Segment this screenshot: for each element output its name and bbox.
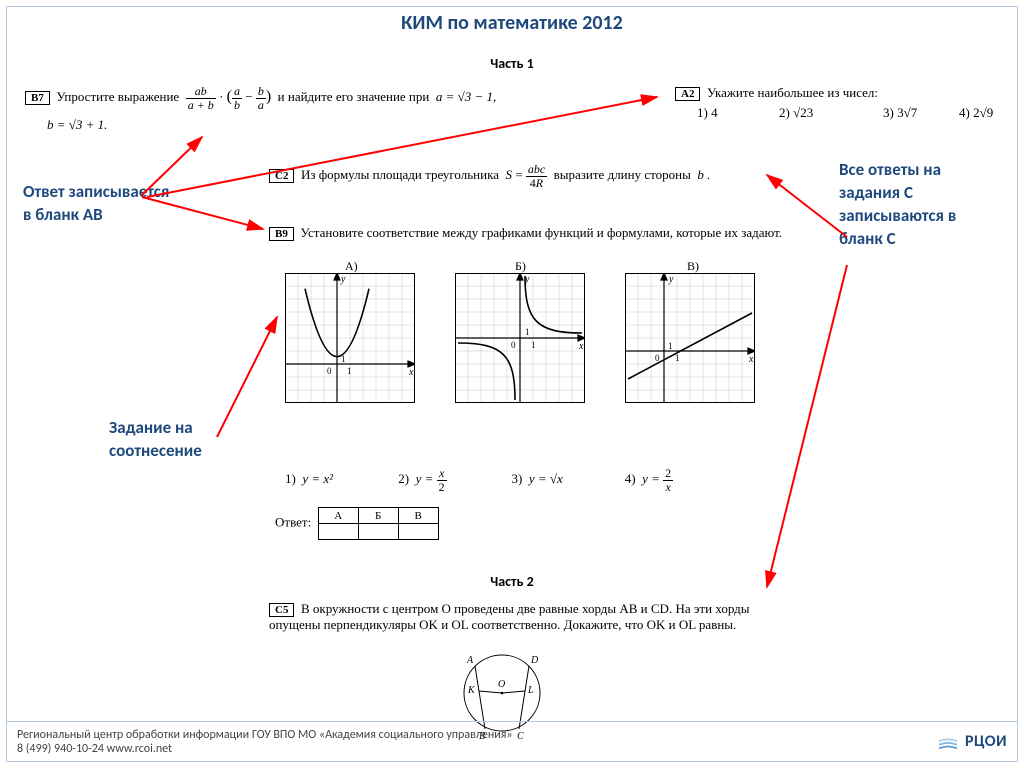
b7-text1: Упростите выражение [56,89,179,104]
annot-left2: Задание на соотнесение [109,417,279,463]
svg-text:O: O [498,679,505,690]
a2-o1: 1) 4 [697,105,718,121]
a2-block: А2 Укажите наибольшее из чисел: [675,85,878,101]
c5-block: С5 В окружности с центром O проведены дв… [269,601,779,633]
a2-o4: 4) 2√9 [959,105,993,121]
svg-text:1: 1 [531,340,536,350]
c2-var: b . [697,167,710,182]
a2-o2: 2) √23 [779,105,813,121]
a2-label: А2 [675,87,700,101]
b9-gl-c: В) [687,259,699,274]
b9-gl-b: Б) [515,259,526,274]
page-title: КИМ по математике 2012 [7,11,1017,35]
b7-label: В7 [25,91,50,105]
part1-label: Часть 1 [7,55,1017,72]
c2-text2: выразите длину стороны [554,167,691,182]
svg-text:D: D [530,655,539,666]
c2-block: С2 Из формулы площади треугольника S = a… [269,163,710,189]
b9-chart-c: 1 0 1 x y [625,273,755,403]
b9-chart-a: 1 0 1 x y [285,273,415,403]
b9-formulas: 1) y = x² 2) y = x2 3) y = √x 4) y = 2x [285,467,735,493]
svg-text:y: y [668,274,674,285]
b9-chart-b: 1 0 1 x y [455,273,585,403]
svg-text:L: L [527,685,534,696]
svg-text:0: 0 [327,366,332,376]
part2-label: Часть 2 [7,573,1017,590]
b7-b: b = √3 + 1. [47,117,107,133]
svg-text:x: x [408,367,414,378]
svg-text:y: y [340,274,346,285]
c5-text: В окружности с центром O проведены две р… [269,601,750,632]
a2-text: Укажите наибольшее из чисел: [707,85,878,100]
logo: РЦОИ [937,732,1007,751]
svg-text:0: 0 [511,340,516,350]
b9-block: В9 Установите соответствие между графика… [269,225,789,241]
svg-text:1: 1 [668,341,673,351]
b9-text: Установите соответствие между графиками … [300,225,782,240]
footer: Региональный центр обработки информации … [7,721,1017,761]
b9-gl-a: А) [345,259,358,274]
svg-text:A: A [466,655,474,666]
svg-text:x: x [748,354,754,365]
a2-o3: 3) 3√7 [883,105,917,121]
c2-label: С2 [269,169,294,183]
annot-left: Ответ записывается в бланк АВ [23,181,173,227]
footer-contact: 8 (499) 940-10-24 www.rcoi.net [17,742,513,756]
b9-label: В9 [269,227,294,241]
footer-org: Региональный центр обработки информации … [17,728,513,742]
b7-a: a = √3 − 1, [436,89,496,104]
c5-label: С5 [269,603,294,617]
b7-block: В7 Упростите выражение aba + b · (ab − b… [25,85,496,111]
logo-icon [937,733,959,751]
svg-text:K: K [467,685,476,696]
svg-text:1: 1 [525,327,530,337]
c2-text1: Из формулы площади треугольника [301,167,499,182]
logo-text: РЦОИ [965,732,1007,751]
b9-answer: Ответ: АБВ [275,507,439,540]
svg-text:x: x [578,341,584,352]
annot-right: Все ответы на задания С записываются в б… [839,159,999,251]
b7-text2: и найдите его значение при [278,89,430,104]
svg-text:1: 1 [347,366,352,376]
